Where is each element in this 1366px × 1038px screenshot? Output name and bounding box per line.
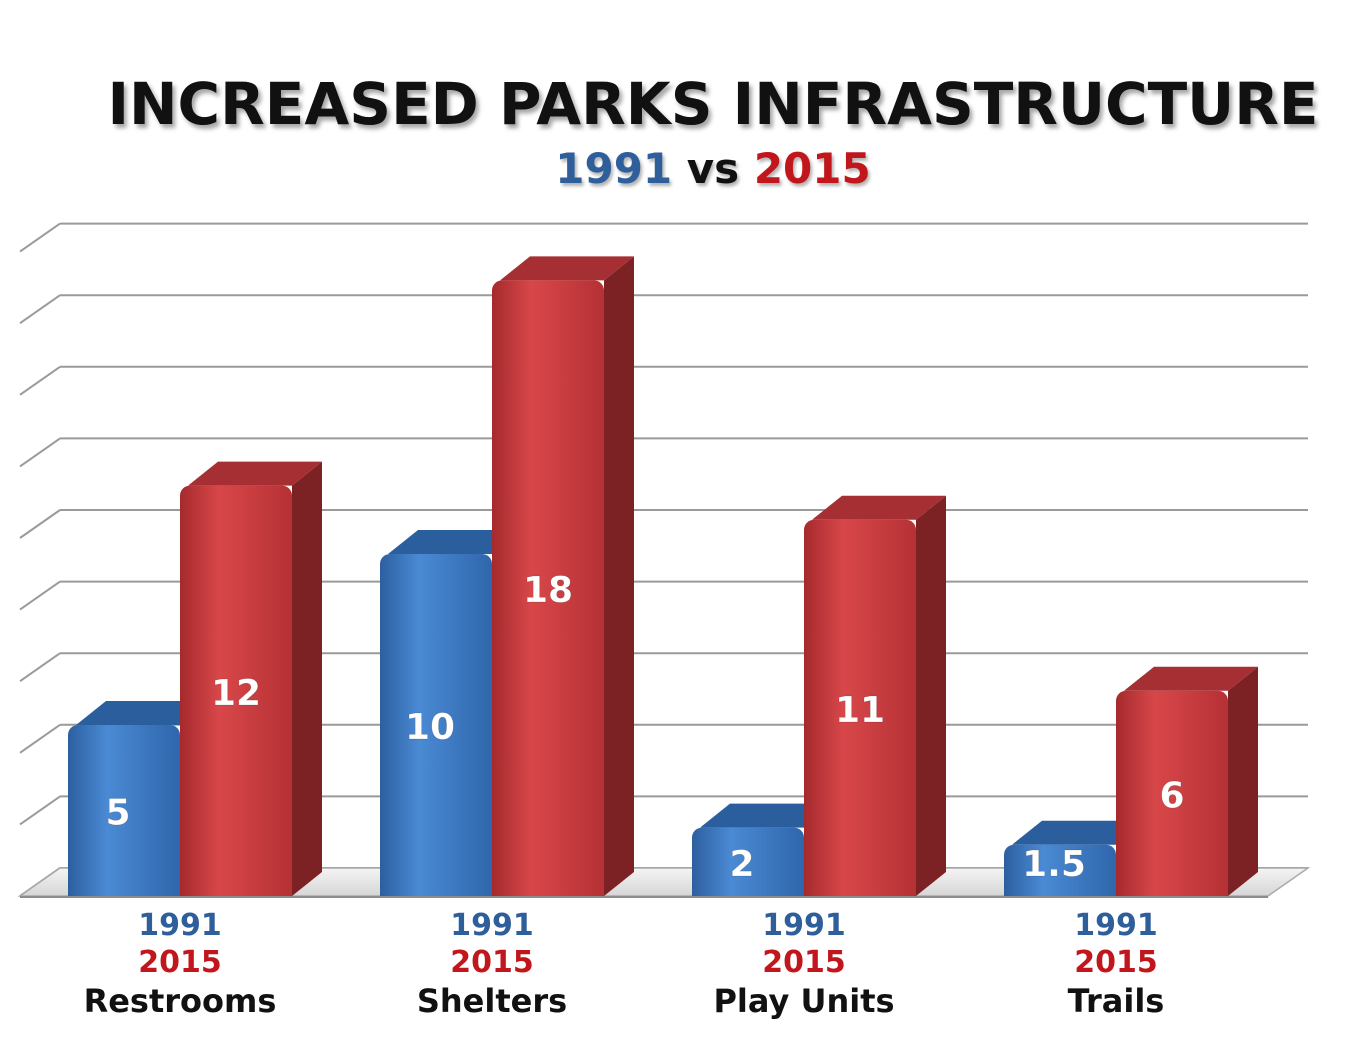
subtitle-separator: vs [686,144,740,193]
gridline-side [19,222,61,253]
bar-front-base [1004,884,1116,896]
category-label: Play Units [713,982,894,1020]
bar-side [292,461,322,896]
tick-label-2015: 2015 [138,945,222,980]
category-label: Restrooms [84,982,277,1020]
bar-front-base [380,884,492,896]
chart-subtitle: 1991 vs 2015 [0,144,1366,193]
bar-2015-play-units [804,495,946,896]
tick-label-1991: 1991 [1074,908,1158,943]
bar-front [68,725,180,896]
gridline-side [19,580,61,611]
bar-front-base [804,884,916,896]
tick-label-1991: 1991 [450,908,534,943]
subtitle-year-2015: 2015 [753,144,871,193]
category-label: Shelters [417,982,567,1020]
bar-front [692,827,804,896]
bar-front-base [68,884,180,896]
tick-label-1991: 1991 [762,908,846,943]
bar-top [812,495,946,520]
gridline-side [19,795,61,826]
data-label: 11 [835,690,885,731]
bar-top [700,803,834,828]
bar-2015-restrooms [180,461,322,896]
gridline-side [19,437,61,468]
bar-2015-shelters [492,256,634,896]
gridline-side [19,509,61,539]
tick-label-2015: 2015 [762,945,846,980]
bar-front-base [1116,884,1228,896]
grid-layer [17,222,1311,898]
data-label: 2 [729,844,754,885]
tick-label-2015: 2015 [450,945,534,980]
bar-front [1004,844,1116,896]
tick-label-1991: 1991 [138,908,222,943]
gridline-side [19,365,61,396]
gridline-side [19,294,61,325]
bar-front [180,485,292,896]
data-label: 5 [105,793,130,834]
data-label: 12 [211,673,261,714]
gridline-side [19,723,61,754]
chart-title: INCREASED PARKS INFRASTRUCTURE [107,70,1319,138]
bar-side [604,256,634,896]
bar-front [492,280,604,896]
tick-label-2015: 2015 [1074,945,1158,980]
bar-top [388,530,522,554]
subtitle-year-1991: 1991 [555,144,673,193]
category-label: Trails [1068,982,1165,1020]
gridline-side [19,652,61,683]
bar-front [380,554,492,896]
bar-top [1012,820,1146,845]
bar-front [1116,690,1228,896]
bars-layer [68,256,1258,896]
bar-top [1124,666,1258,691]
data-label: 10 [405,707,455,748]
bar-top [76,701,210,725]
bar-side [916,495,946,896]
bar-front-base [692,884,804,896]
bar-front-base [180,884,292,896]
data-label: 1.5 [1022,844,1086,885]
bar-side [1228,666,1258,896]
data-label: 18 [523,570,573,611]
bar-front-base [492,884,604,896]
bar-top [500,256,634,281]
bar-top [188,461,322,486]
bar-front [804,519,916,896]
data-label: 6 [1159,775,1184,816]
bar-2015-trails [1116,666,1258,896]
